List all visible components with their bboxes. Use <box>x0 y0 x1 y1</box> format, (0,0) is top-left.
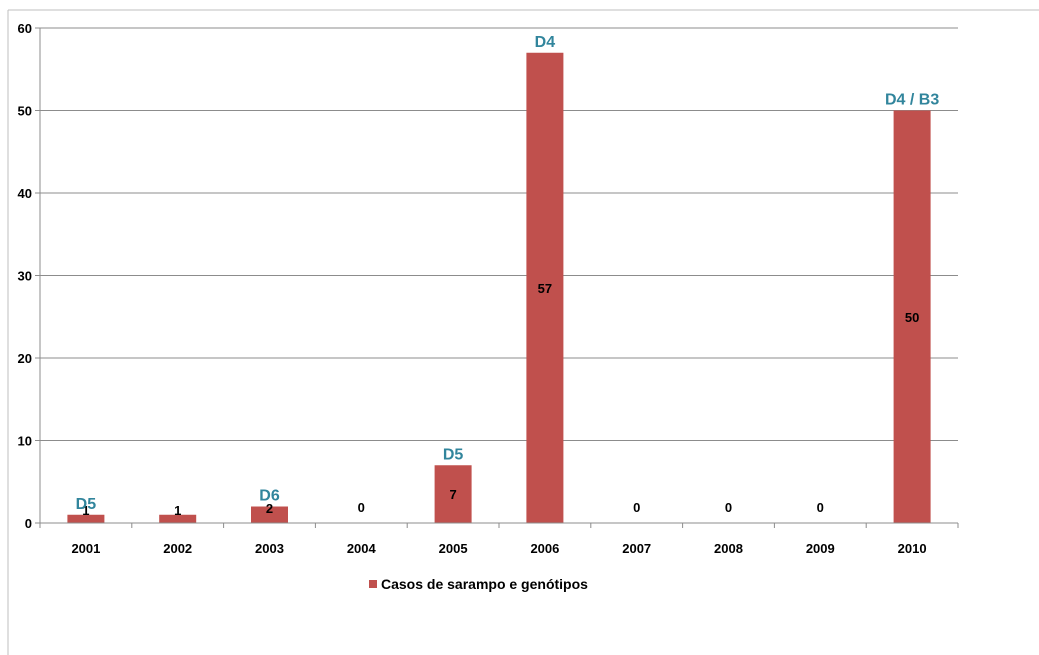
genotype-label-2005: D5 <box>443 446 464 463</box>
y-axis-ticks: 0 10 20 30 40 50 60 <box>18 21 41 531</box>
genotype-label-2010: D4 / B3 <box>885 92 939 109</box>
genotype-label-2003: D6 <box>259 488 280 505</box>
data-label-2001: 1 <box>82 503 89 518</box>
y-tick-label-0: 0 <box>25 516 32 531</box>
legend: Casos de sarampo e genótipos <box>369 576 588 592</box>
legend-label[interactable]: Casos de sarampo e genótipos <box>381 576 588 592</box>
genotype-label-2006: D4 <box>535 34 556 51</box>
y-tick-label-40: 40 <box>18 186 32 201</box>
bar-2001 <box>67 514 105 523</box>
y-tick-label-60: 60 <box>18 21 32 36</box>
y-tick-label-20: 20 <box>18 351 32 366</box>
y-tick-label-30: 30 <box>18 269 32 284</box>
x-tick-label-2001: 2001 <box>71 541 100 556</box>
data-label-2004: 0 <box>358 500 365 515</box>
data-label-2006: 57 <box>538 281 552 296</box>
bar-2005 <box>434 465 472 523</box>
data-label-2002: 1 <box>174 503 181 518</box>
data-label-2003: 2 <box>266 501 273 516</box>
x-tick-label-2003: 2003 <box>255 541 284 556</box>
legend-swatch[interactable] <box>369 580 377 588</box>
x-tick-label-2007: 2007 <box>622 541 651 556</box>
y-tick-label-50: 50 <box>18 104 32 119</box>
x-tick-label-2004: 2004 <box>347 541 377 556</box>
y-tick-label-10: 10 <box>18 434 32 449</box>
x-tick-label-2006: 2006 <box>530 541 559 556</box>
bar-2003 <box>251 506 288 523</box>
data-label-2008: 0 <box>725 500 732 515</box>
bar-2010 <box>893 110 931 523</box>
data-label-2010: 50 <box>905 310 919 325</box>
x-axis-ticks: 2001 2002 2003 2004 2005 2006 2007 2008 2009 2010 <box>39 523 959 556</box>
x-tick-label-2005: 2005 <box>439 541 468 556</box>
x-tick-label-2010: 2010 <box>898 541 927 556</box>
bars <box>67 52 931 523</box>
x-tick-label-2008: 2008 <box>714 541 743 556</box>
x-tick-label-2009: 2009 <box>806 541 835 556</box>
genotype-label-2001: D5 <box>76 496 97 513</box>
genotype-labels: D5 D6 D5 D4 D4 / B3 <box>76 34 940 513</box>
data-label-2007: 0 <box>633 500 640 515</box>
gridlines <box>40 27 958 441</box>
data-label-2009: 0 <box>817 500 824 515</box>
data-labels: 1 1 2 0 7 57 0 0 0 50 <box>82 281 919 518</box>
x-tick-label-2002: 2002 <box>163 541 192 556</box>
bar-2002 <box>159 514 197 523</box>
bar-2006 <box>526 52 564 523</box>
data-label-2005: 7 <box>449 487 456 502</box>
